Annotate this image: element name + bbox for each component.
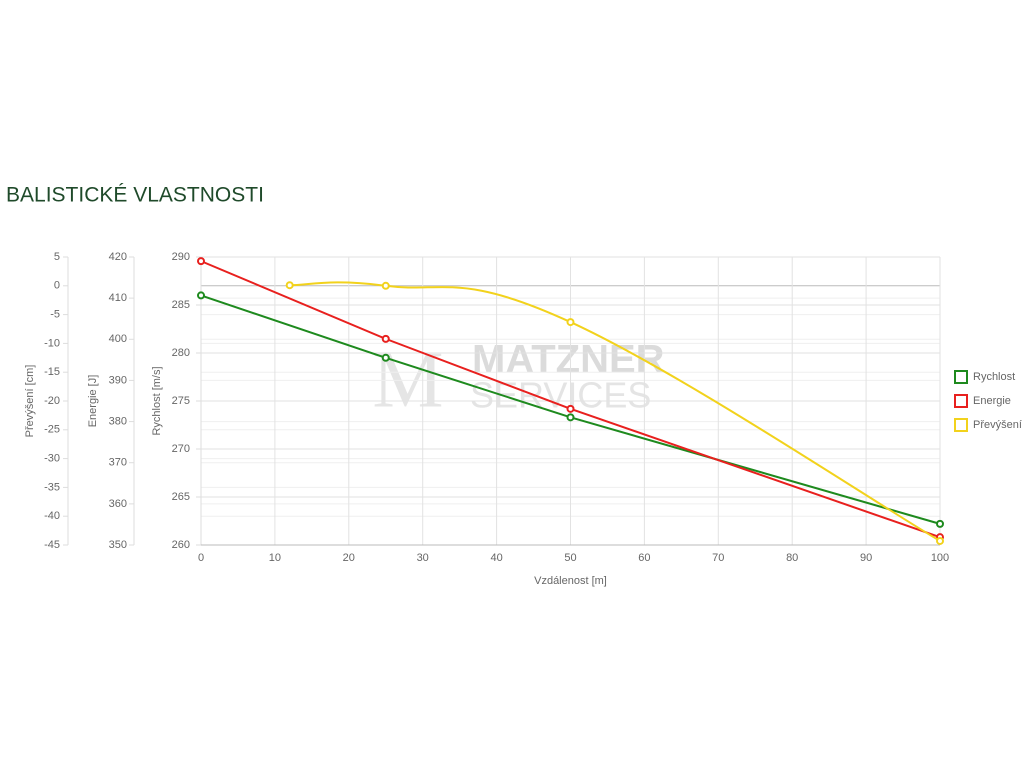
data-point <box>936 519 944 528</box>
legend-label: Rychlost <box>973 371 1015 383</box>
x-tick-label: 40 <box>490 552 502 564</box>
y-tick-label: -35 <box>44 481 60 493</box>
x-tick-label: 0 <box>198 552 204 564</box>
series-line <box>200 260 941 539</box>
y-tick-label: -25 <box>44 424 60 436</box>
y-tick-label: 290 <box>172 251 190 263</box>
x-tick-label: 60 <box>638 552 650 564</box>
data-point <box>936 536 944 545</box>
legend-label: Energie <box>973 395 1011 407</box>
y-tick-label: -40 <box>44 510 60 522</box>
x-tick-label: 70 <box>712 552 724 564</box>
data-point <box>197 291 205 300</box>
y-tick-label: -5 <box>50 309 60 321</box>
y-axis-title: Energie [J] <box>87 375 99 428</box>
data-point <box>566 413 575 422</box>
y-tick-label: 350 <box>109 539 127 551</box>
y-tick-label: 370 <box>109 457 127 469</box>
y-tick-label: 400 <box>109 333 127 345</box>
y-tick-label: 390 <box>109 374 127 386</box>
y-tick-label: 260 <box>172 539 190 551</box>
data-point <box>285 281 294 290</box>
y-tick-label: 275 <box>172 395 190 407</box>
legend-swatch <box>954 394 968 408</box>
legend-swatch <box>954 370 968 384</box>
y-tick-label: -45 <box>44 539 60 551</box>
legend-swatch <box>954 418 968 432</box>
series-line <box>289 281 941 542</box>
data-point <box>381 334 390 343</box>
legend-label: Převýšení <box>973 419 1022 431</box>
data-point <box>381 281 390 290</box>
data-point <box>381 353 390 362</box>
data-point <box>566 318 575 327</box>
x-tick-label: 90 <box>860 552 872 564</box>
x-tick-label: 50 <box>564 552 576 564</box>
y-tick-label: -30 <box>44 453 60 465</box>
y-tick-label: 270 <box>172 443 190 455</box>
data-point <box>566 404 575 413</box>
y-tick-label: 265 <box>172 491 190 503</box>
chart-title: BALISTICKÉ VLASTNOSTI <box>6 184 264 207</box>
y-tick-label: 280 <box>172 347 190 359</box>
x-tick-label: 100 <box>931 552 949 564</box>
y-tick-label: 0 <box>54 280 60 292</box>
y-tick-label: 5 <box>54 251 60 263</box>
y-axis-title: Převýšení [cm] <box>24 365 36 438</box>
y-tick-label: 420 <box>109 251 127 263</box>
y-tick-label: 410 <box>109 292 127 304</box>
x-tick-label: 30 <box>417 552 429 564</box>
y-tick-label: -15 <box>44 366 60 378</box>
series-line <box>200 294 941 525</box>
x-tick-label: 10 <box>269 552 281 564</box>
y-tick-label: 360 <box>109 498 127 510</box>
data-point <box>197 257 205 266</box>
x-tick-label: 80 <box>786 552 798 564</box>
y-tick-label: -20 <box>44 395 60 407</box>
grid <box>200 256 941 546</box>
y-axis-title: Rychlost [m/s] <box>151 366 163 435</box>
x-axis-title: Vzdálenost [m] <box>534 575 607 587</box>
y-tick-label: -10 <box>44 337 60 349</box>
watermark-text: MATZNER <box>472 338 665 382</box>
x-tick-label: 20 <box>343 552 355 564</box>
y-tick-label: 380 <box>109 415 127 427</box>
y-tick-label: 285 <box>172 299 190 311</box>
